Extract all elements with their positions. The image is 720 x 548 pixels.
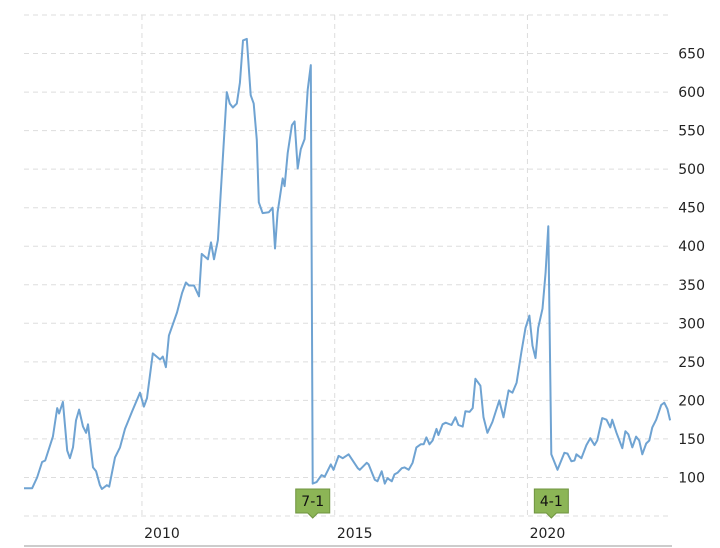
flag-marker [295,488,331,519]
annotation-flag: 7-1 [295,488,331,519]
y-tick-label: 500 [678,162,705,178]
flag-label: 4-1 [540,494,563,510]
x-tick-label: 2020 [530,526,566,542]
y-tick-label: 550 [678,124,705,140]
series-line [24,37,672,490]
y-tick-label: 400 [678,239,705,255]
x-axis-ticks: 2010 2015 2020 [144,526,565,542]
grid [24,14,672,517]
y-axis-ticks: 100 150 200 250 300 350 400 450 500 550 600 650 [678,47,705,487]
y-tick-label: 150 [678,432,705,448]
x-tick-label: 2010 [144,526,180,542]
y-tick-label: 600 [678,85,705,101]
y-tick-label: 250 [678,355,705,371]
x-tick-label: 2015 [337,526,373,542]
annotation-flag: 4-1 [533,488,569,519]
y-tick-label: 650 [678,47,705,63]
annotation-flags: 7-1 4-1 [295,488,569,519]
y-tick-label: 100 [678,470,705,486]
y-tick-label: 300 [678,316,705,332]
y-tick-label: 450 [678,201,705,217]
flag-label: 7-1 [301,494,324,510]
y-tick-label: 350 [678,278,705,294]
y-tick-label: 200 [678,393,705,409]
flag-marker [533,488,569,519]
